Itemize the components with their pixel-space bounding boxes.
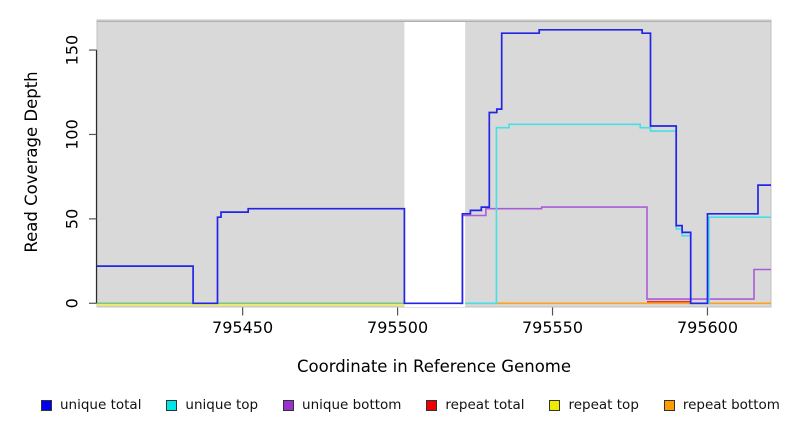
legend-item-unique-total: unique total: [41, 397, 141, 413]
legend-swatch-icon: [426, 399, 438, 411]
legend-swatch-icon: [663, 399, 675, 411]
legend-item-unique-bottom: unique bottom: [283, 397, 401, 413]
legend-item-repeat-total: repeat total: [426, 397, 525, 413]
legend-item-repeat-bottom: repeat bottom: [663, 397, 780, 413]
legend: unique total unique top unique bottom repea…: [41, 397, 780, 413]
legend-label: repeat total: [445, 397, 525, 413]
y-tick-label: 100: [63, 119, 82, 150]
series-unique-total: [97, 28, 771, 305]
legend-swatch-icon: [41, 399, 52, 411]
x-axis-label: Coordinate in Reference Genome: [297, 357, 571, 376]
legend-swatch-icon: [283, 399, 295, 411]
legend-item-unique-top: unique top: [166, 397, 258, 413]
legend-item-repeat-top: repeat top: [549, 397, 639, 413]
legend-label: unique top: [185, 397, 259, 413]
y-tick-label: 0: [63, 298, 82, 308]
legend-label: repeat bottom: [682, 397, 780, 413]
legend-swatch-icon: [166, 399, 178, 411]
series-lines: [97, 28, 771, 306]
x-tick-label: 795450: [212, 318, 273, 337]
x-tick-label: 795500: [367, 318, 428, 337]
legend-swatch-icon: [549, 399, 561, 411]
y-axis-label: Read Coverage Depth: [22, 71, 41, 252]
x-tick-label: 795550: [522, 318, 583, 337]
axes: 0 50 100 150 795450 795500 795550 795600: [63, 35, 738, 337]
legend-label: repeat top: [568, 397, 639, 413]
legend-label: unique total: [60, 397, 142, 413]
x-tick-label: 795600: [677, 318, 738, 337]
y-tick-label: 150: [63, 35, 82, 66]
y-tick-label: 50: [63, 209, 82, 229]
plot-panel: [96, 19, 772, 308]
no-data-gap: [404, 21, 466, 307]
legend-label: unique bottom: [302, 397, 402, 413]
